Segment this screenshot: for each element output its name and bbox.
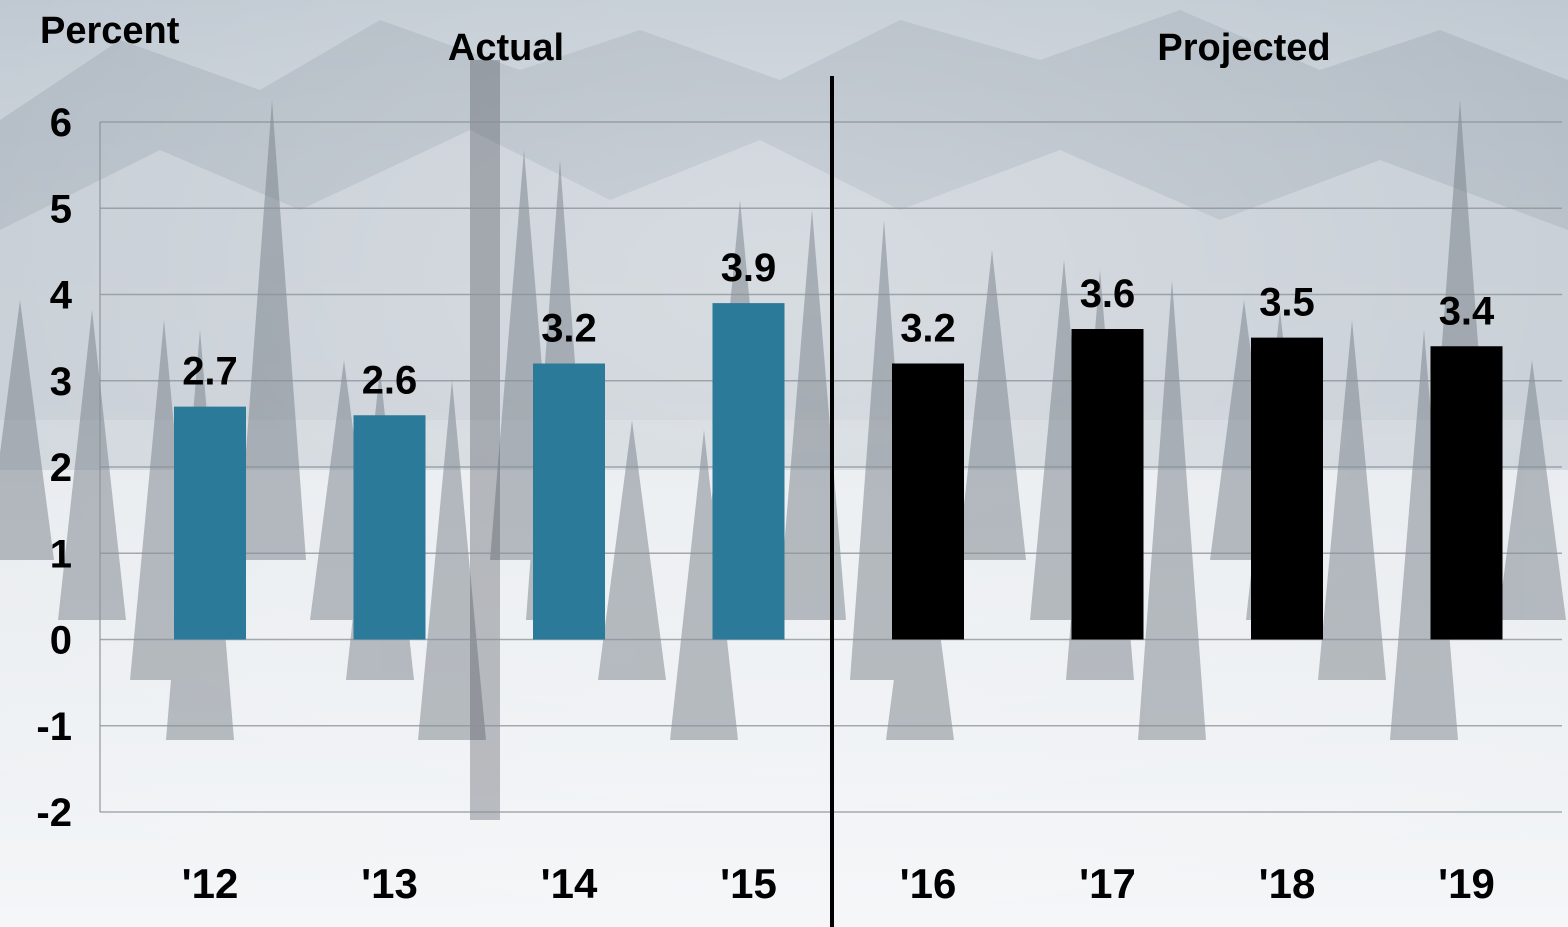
data-label: 3.2	[541, 307, 597, 351]
bar	[1251, 337, 1323, 640]
group-label-actual: Actual	[448, 27, 564, 69]
bar	[174, 406, 246, 640]
data-label: 3.5	[1259, 281, 1315, 325]
y-tick-label: 5	[50, 187, 72, 231]
x-tick-label: '15	[720, 860, 777, 907]
y-tick-label: 4	[50, 274, 73, 318]
data-labels: 2.7 2.6 3.2 3.9 3.2 3.6 3.5 3.4	[182, 246, 1495, 402]
bar	[712, 303, 785, 640]
bar	[533, 363, 605, 640]
x-tick-label: '12	[182, 860, 239, 907]
x-tick-label: '18	[1259, 860, 1316, 907]
bar	[353, 415, 426, 640]
data-label: 3.2	[900, 307, 956, 351]
y-tick-labels: 6 5 4 3 2 1 0 -1 -2	[36, 101, 72, 835]
y-tick-label: 1	[50, 532, 72, 576]
y-tick-label: -2	[36, 791, 72, 835]
data-label: 2.7	[182, 350, 238, 394]
data-label: 3.9	[721, 246, 777, 290]
y-tick-label: 0	[50, 619, 72, 663]
data-label: 2.6	[362, 358, 418, 402]
x-tick-label: '19	[1438, 860, 1495, 907]
bar	[892, 363, 964, 640]
y-tick-label: -1	[36, 705, 72, 749]
y-tick-label: 2	[50, 446, 72, 490]
bars	[174, 303, 1503, 640]
x-tick-label: '17	[1079, 860, 1136, 907]
bar	[1071, 329, 1144, 640]
x-tick-label: '16	[900, 860, 957, 907]
data-label: 3.4	[1439, 289, 1495, 333]
x-tick-label: '13	[361, 860, 418, 907]
data-label: 3.6	[1080, 272, 1136, 316]
bar	[1430, 346, 1503, 640]
y-tick-label: 6	[50, 101, 72, 145]
y-axis-label: Percent	[40, 10, 180, 52]
x-tick-labels: '12 '13 '14 '15 '16 '17 '18 '19	[182, 860, 1495, 907]
y-tick-label: 3	[50, 360, 72, 404]
x-tick-label: '14	[541, 860, 598, 907]
group-label-projected: Projected	[1157, 27, 1330, 69]
